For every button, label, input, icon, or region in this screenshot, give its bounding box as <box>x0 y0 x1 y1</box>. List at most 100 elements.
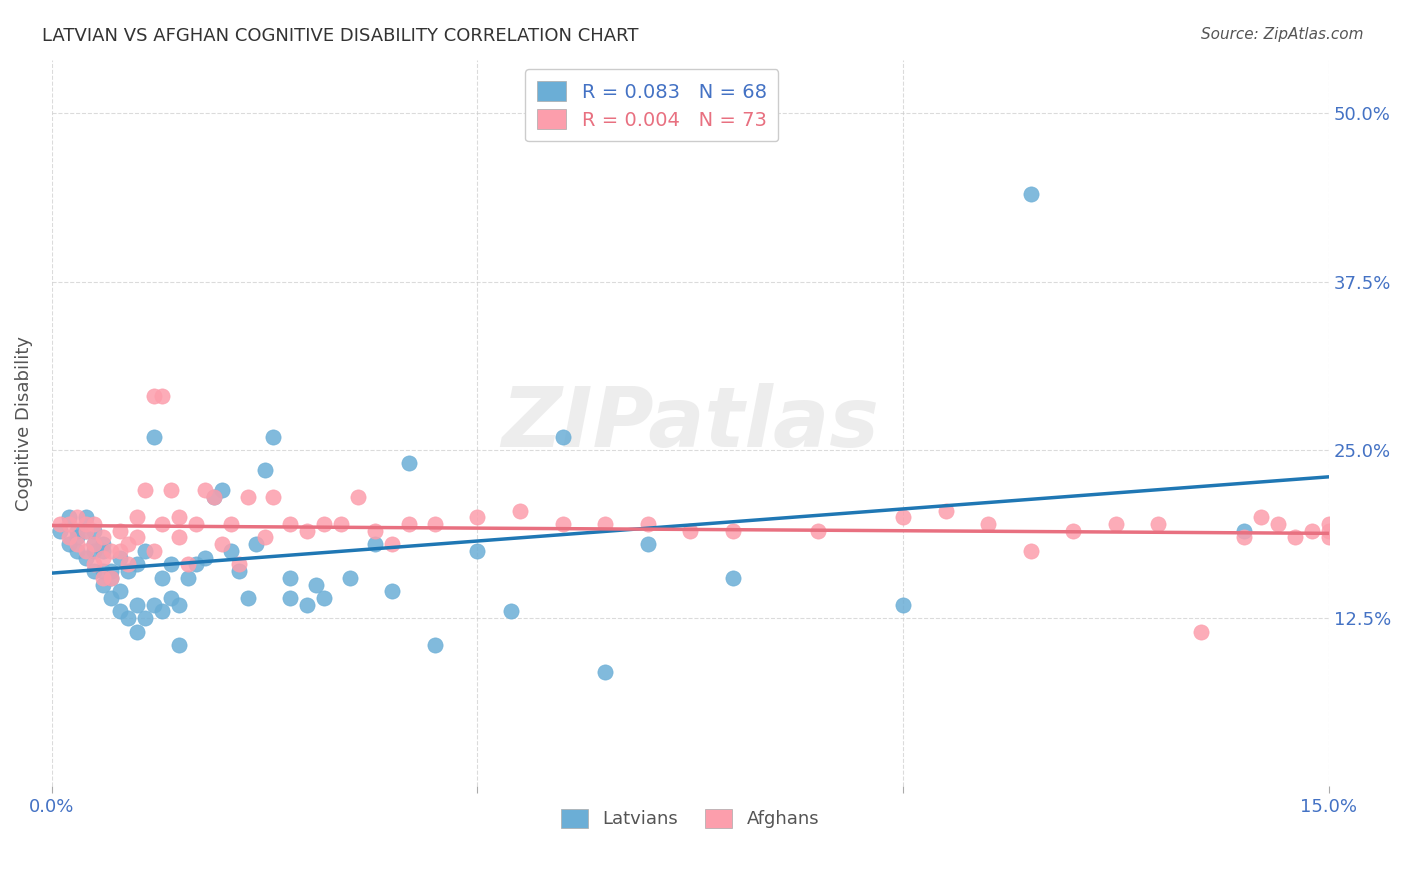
Point <box>721 571 744 585</box>
Point <box>91 550 114 565</box>
Point <box>117 564 139 578</box>
Point <box>295 598 318 612</box>
Point <box>977 516 1000 531</box>
Point <box>91 564 114 578</box>
Point <box>253 531 276 545</box>
Point <box>245 537 267 551</box>
Point <box>593 665 616 679</box>
Y-axis label: Cognitive Disability: Cognitive Disability <box>15 335 32 510</box>
Point <box>262 490 284 504</box>
Point <box>228 564 250 578</box>
Point <box>125 510 148 524</box>
Point <box>58 537 80 551</box>
Point <box>100 571 122 585</box>
Point <box>58 516 80 531</box>
Point <box>83 537 105 551</box>
Point <box>194 483 217 498</box>
Point <box>100 571 122 585</box>
Point <box>91 531 114 545</box>
Point <box>75 524 97 538</box>
Point <box>66 537 89 551</box>
Point <box>347 490 370 504</box>
Point <box>721 524 744 538</box>
Point <box>314 591 336 605</box>
Point <box>1189 624 1212 639</box>
Point <box>509 503 531 517</box>
Point <box>1317 531 1340 545</box>
Point <box>75 524 97 538</box>
Point <box>142 598 165 612</box>
Text: LATVIAN VS AFGHAN COGNITIVE DISABILITY CORRELATION CHART: LATVIAN VS AFGHAN COGNITIVE DISABILITY C… <box>42 27 638 45</box>
Point <box>58 531 80 545</box>
Point <box>100 544 122 558</box>
Point <box>125 598 148 612</box>
Point <box>177 571 200 585</box>
Point <box>202 490 225 504</box>
Point <box>169 638 191 652</box>
Point <box>169 531 191 545</box>
Point <box>108 550 131 565</box>
Point <box>330 516 353 531</box>
Point <box>49 516 72 531</box>
Point <box>66 531 89 545</box>
Point <box>108 544 131 558</box>
Point <box>108 524 131 538</box>
Point <box>398 457 420 471</box>
Point <box>1317 516 1340 531</box>
Point <box>236 490 259 504</box>
Point <box>211 483 233 498</box>
Point <box>1147 516 1170 531</box>
Point <box>83 524 105 538</box>
Point <box>228 558 250 572</box>
Point <box>339 571 361 585</box>
Point <box>202 490 225 504</box>
Point <box>83 544 105 558</box>
Point <box>262 429 284 443</box>
Point <box>91 571 114 585</box>
Point <box>100 591 122 605</box>
Point <box>467 544 489 558</box>
Point <box>91 537 114 551</box>
Point <box>186 516 208 531</box>
Point <box>83 537 105 551</box>
Text: ZIPatlas: ZIPatlas <box>502 383 879 464</box>
Point <box>1062 524 1084 538</box>
Point <box>142 429 165 443</box>
Point <box>134 611 156 625</box>
Point <box>236 591 259 605</box>
Point <box>314 516 336 531</box>
Point <box>219 544 242 558</box>
Point <box>1233 531 1256 545</box>
Point <box>75 510 97 524</box>
Point <box>219 516 242 531</box>
Point <box>75 550 97 565</box>
Point <box>364 524 387 538</box>
Point <box>117 611 139 625</box>
Point <box>75 516 97 531</box>
Point <box>551 516 574 531</box>
Point <box>278 591 301 605</box>
Point <box>100 564 122 578</box>
Point <box>66 544 89 558</box>
Point <box>58 510 80 524</box>
Point <box>142 544 165 558</box>
Point <box>83 558 105 572</box>
Point <box>108 584 131 599</box>
Point <box>83 564 105 578</box>
Point <box>125 624 148 639</box>
Point <box>679 524 702 538</box>
Point <box>66 510 89 524</box>
Point <box>160 558 183 572</box>
Point <box>423 516 446 531</box>
Point <box>134 483 156 498</box>
Point <box>169 598 191 612</box>
Point <box>278 571 301 585</box>
Point <box>211 537 233 551</box>
Point <box>152 389 174 403</box>
Point <box>134 544 156 558</box>
Point <box>1284 531 1306 545</box>
Point <box>152 516 174 531</box>
Point <box>364 537 387 551</box>
Point <box>891 510 914 524</box>
Point <box>91 544 114 558</box>
